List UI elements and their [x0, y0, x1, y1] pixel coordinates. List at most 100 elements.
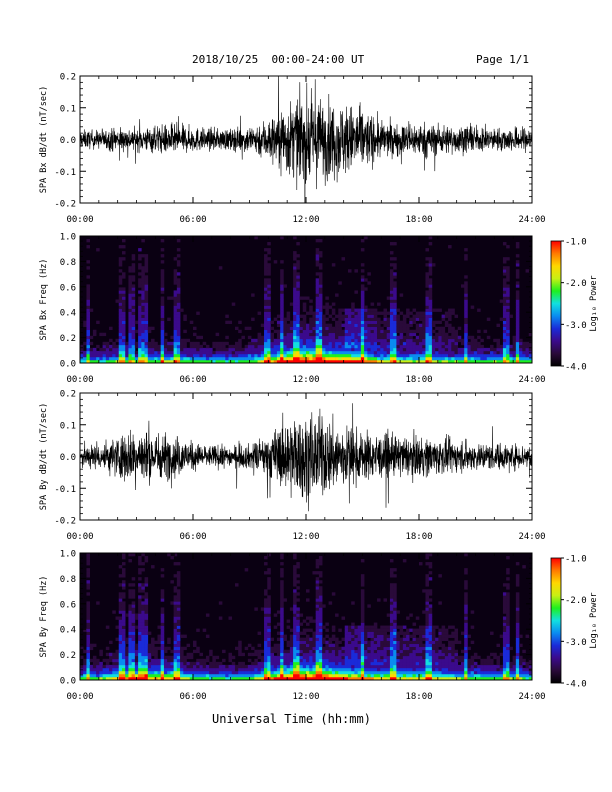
spectrogram-cell: [360, 574, 365, 578]
spectrogram-cell: [480, 661, 484, 666]
spectrogram-cell: [406, 643, 410, 648]
spectrogram-cell: [451, 338, 455, 343]
spectrogram-cell: [244, 356, 249, 361]
spectrogram-cell: [389, 308, 394, 312]
spectrogram-cell: [160, 640, 165, 645]
spectrogram-cell: [428, 335, 433, 340]
spectrogram-cell: [396, 643, 400, 648]
spectrogram-cell: [322, 604, 326, 608]
spectrogram-cell: [409, 664, 413, 669]
spectrogram-cell: [338, 314, 342, 318]
spectrogram-cell: [318, 290, 323, 294]
spectrogram-cell: [128, 610, 132, 614]
spectrogram-cell: [138, 332, 142, 337]
spectrogram-cell: [399, 628, 404, 632]
spectrogram-cell: [438, 344, 442, 349]
spectrogram-cell: [241, 335, 245, 340]
spectrogram-cell: [299, 649, 304, 654]
spectrogram-cell: [428, 616, 433, 620]
spectrogram-cell: [519, 347, 523, 352]
spectrogram-cell: [131, 266, 136, 270]
spectrogram-cell: [493, 670, 497, 675]
spectrogram-cell: [293, 293, 297, 297]
spectrogram-cell: [464, 347, 468, 352]
spectrogram-cell: [273, 613, 278, 617]
spectrogram-cell: [477, 655, 481, 660]
spectrogram-cell: [512, 356, 517, 361]
spectrogram-cell: [293, 673, 297, 678]
spectrogram-cell: [386, 661, 391, 666]
spectrogram-cell: [121, 670, 126, 675]
spectrogram-cell: [283, 670, 287, 675]
spectrogram-cell: [286, 664, 291, 669]
spectrogram-cell: [425, 353, 429, 358]
spectrogram-cell: [128, 667, 132, 672]
spectrogram-cell: [138, 628, 142, 632]
spectrogram-cell: [409, 341, 413, 346]
spectrogram-cell: [360, 589, 365, 593]
spectrogram-cell: [477, 667, 481, 672]
spectrogram-cell: [264, 604, 268, 608]
spectrogram-cell: [289, 634, 294, 638]
spectrogram-cell: [160, 305, 165, 309]
spectrogram-cell: [315, 239, 320, 243]
spectrogram-cell: [302, 359, 307, 364]
spectrogram-cell: [105, 670, 110, 675]
spectrogram-cell: [180, 338, 184, 343]
panel-3: -0.2-0.10.00.10.200:00 06:00 12:00 18:00 24:…: [39, 390, 546, 543]
spectrogram-cell: [451, 347, 455, 352]
spectrogram-cell: [264, 353, 268, 358]
spectrogram-cell: [293, 251, 297, 255]
spectrogram-cell: [212, 667, 216, 672]
spectrogram-cell: [341, 661, 346, 666]
spectrogram-cell: [254, 664, 258, 669]
spectrogram-cell: [276, 332, 281, 337]
spectrogram-cell: [396, 655, 400, 660]
spectrogram-cell: [493, 655, 497, 660]
spectrogram-cell: [173, 667, 178, 672]
spectrogram-cell: [312, 359, 316, 364]
spectrogram-cell: [370, 631, 375, 635]
spectrogram-cell: [428, 305, 433, 309]
spectrogram-cell: [296, 275, 300, 279]
spectrogram-cell: [141, 619, 145, 623]
spectrogram-cell: [431, 347, 436, 352]
spectrogram-cell: [309, 308, 313, 312]
spectrogram-cell: [276, 314, 281, 318]
spectrogram-cell: [402, 646, 407, 651]
spectrogram-cell: [302, 347, 307, 352]
spectrogram-cell: [515, 613, 520, 617]
spectrogram-cell: [186, 655, 191, 660]
spectrogram-cell: [118, 574, 123, 578]
spectrogram-cell: [138, 616, 142, 620]
spectrogram-cell: [435, 332, 439, 337]
spectrogram-cell: [176, 631, 181, 635]
spectrogram-cell: [460, 676, 465, 681]
spectrogram-cell: [296, 592, 300, 596]
spectrogram-cell: [412, 628, 417, 632]
spectrogram-cell: [444, 335, 449, 340]
spectrogram-cell: [451, 667, 455, 672]
spectrogram-cell: [141, 610, 145, 614]
spectrogram-cell: [506, 592, 510, 596]
spectrogram-cell: [86, 311, 90, 315]
spectrogram-cell: [441, 353, 446, 358]
spectrogram-cell: [157, 347, 162, 352]
spectrogram-cell: [486, 359, 491, 364]
spectrogram-cell: [515, 320, 520, 324]
spectrogram-cell: [425, 607, 429, 611]
spectrogram-cell: [389, 658, 394, 663]
spectrogram-cell: [163, 664, 168, 669]
spectrogram-cell: [393, 308, 397, 312]
spectrogram-cell: [380, 320, 384, 324]
spectrogram-cell: [328, 314, 333, 318]
spectrogram-cell: [360, 655, 365, 660]
spectrogram-cell: [309, 649, 313, 654]
spectrogram-cell: [519, 664, 523, 669]
spectrogram-cell: [335, 655, 339, 660]
spectrogram-cell: [296, 287, 300, 291]
spectrogram-cell: [141, 356, 145, 361]
spectrogram-cell: [293, 622, 297, 626]
spectrogram-cell: [144, 269, 149, 273]
spectrogram-cell: [315, 673, 320, 678]
